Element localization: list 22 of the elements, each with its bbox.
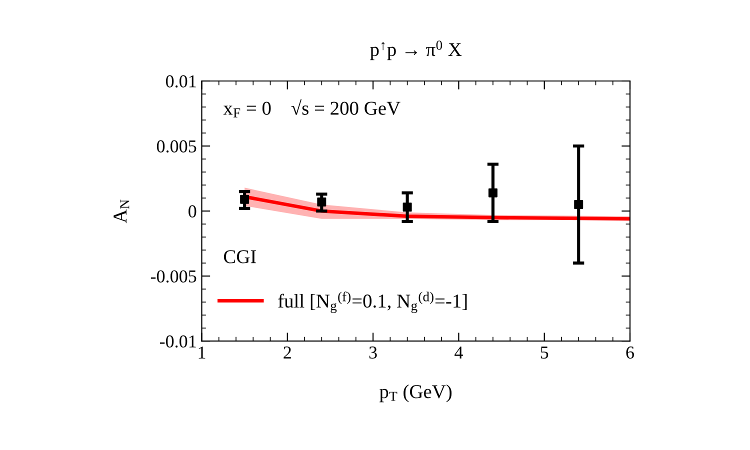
y-tick-label: -0.005 [150,270,196,283]
point [240,194,250,204]
y-axis-title: A$_{N}$ [114,200,130,224]
y-tick-label: -0.01 [160,335,196,348]
x-tick-label: 4 [454,346,463,358]
point [574,200,584,210]
x-tick-label: 2 [284,346,291,358]
legend-label: full [N$_{g}$$^{(f)}$=0.1, N$_{g}$$^{(d)}$=-1] [278,292,467,314]
y-tick-label: 0 [188,205,196,218]
x-tick-label: 5 [540,346,548,359]
y-tick-label: 0.01 [166,75,196,88]
point [488,188,498,198]
point [317,197,326,206]
point [402,202,412,212]
annotation: CGI [224,250,256,264]
y-tick-label: 0.005 [156,140,196,153]
x-tick-label: 1 [198,346,206,358]
x-axis-title: p$_{T}$ (GeV) [380,384,452,402]
x-tick-label: 6 [626,346,634,359]
x-tick-label: 3 [369,346,377,359]
annotation: x$_{F}$ = 0 √s = 200 GeV [223,99,400,118]
chart-title: p$^{↑}$p → π$^{0}$ X [370,40,462,60]
